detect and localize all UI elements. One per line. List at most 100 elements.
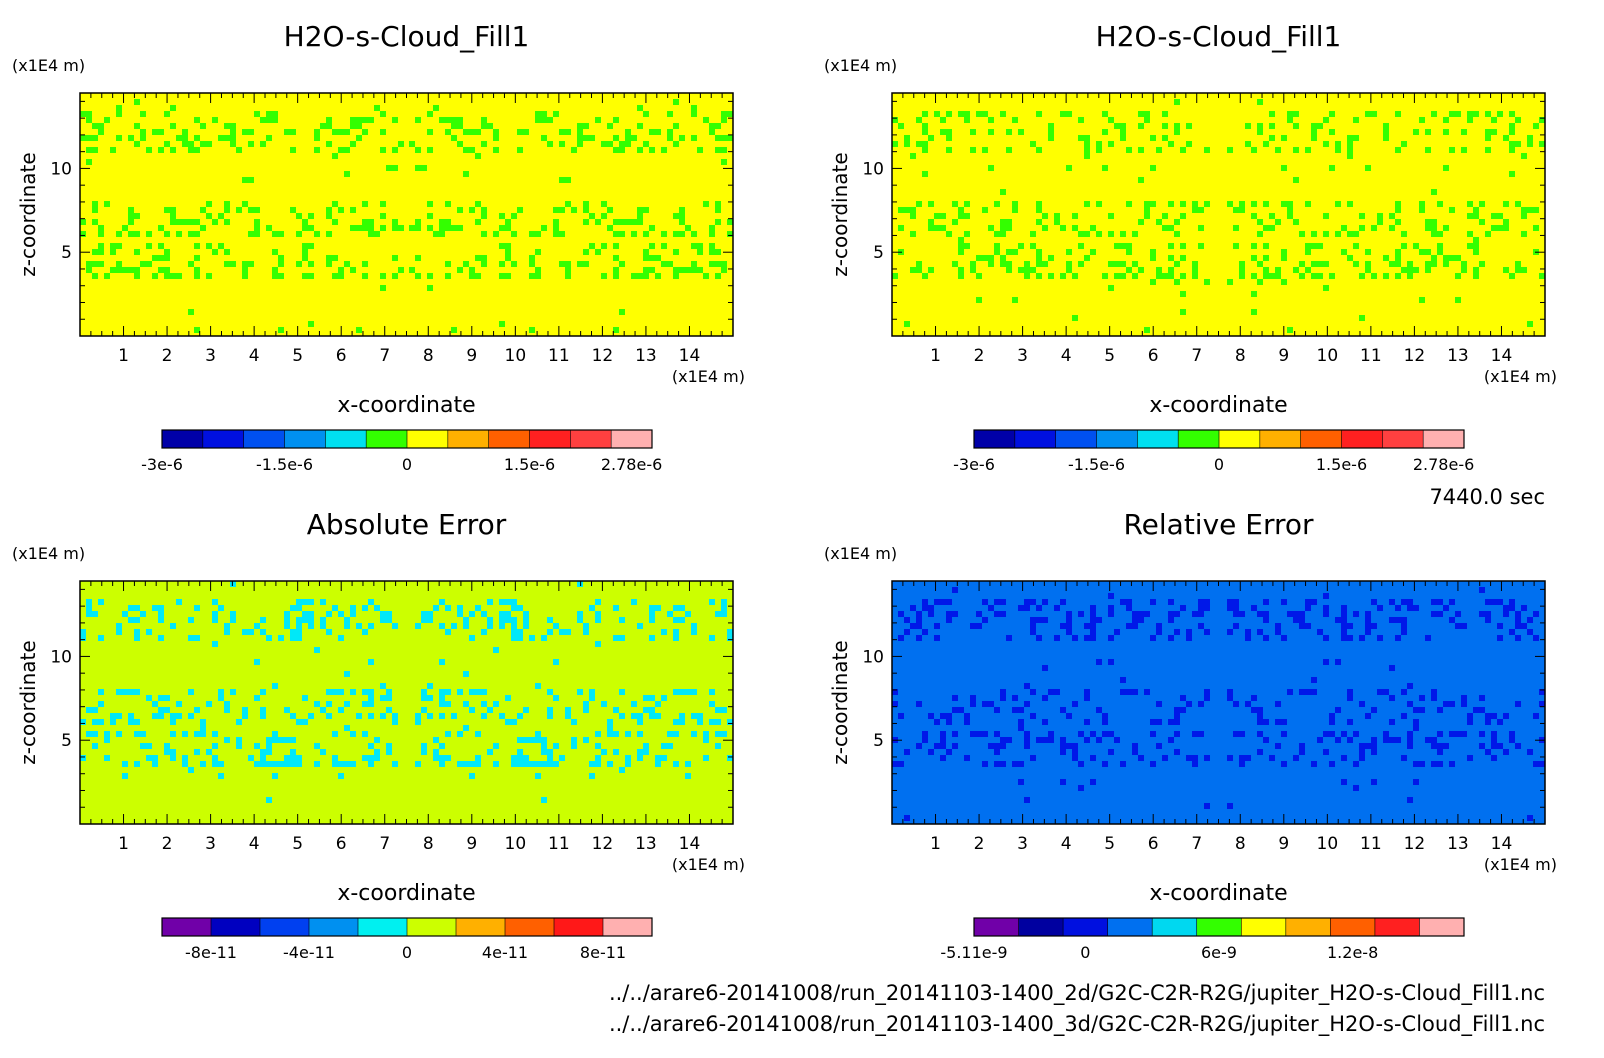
field-feature-cell (176, 599, 182, 605)
field-feature-cell (1006, 261, 1012, 267)
field-feature-cell (356, 713, 362, 719)
colorbar-tick-label: 4e-11 (482, 943, 528, 962)
field-feature-cell (92, 261, 98, 267)
colorbar-tick-label: 1.2e-8 (1327, 943, 1378, 962)
field-feature-cell (284, 707, 290, 713)
field-feature-cell (940, 225, 946, 231)
field-feature-cell (1407, 267, 1413, 273)
field-feature-cell (128, 207, 134, 213)
field-feature-cell (928, 219, 934, 225)
field-feature-cell (1192, 731, 1198, 737)
field-feature-cell (661, 243, 667, 249)
field-feature-cell (278, 737, 284, 743)
field-feature-cell (727, 135, 733, 141)
field-feature-cell (529, 635, 535, 641)
field-feature-cell (368, 755, 374, 761)
field-feature-cell (1090, 623, 1096, 629)
field-feature-cell (1407, 701, 1413, 707)
field-feature-cell (898, 123, 904, 129)
field-feature-cell (1012, 117, 1018, 123)
field-feature-cell (1108, 117, 1114, 123)
field-feature-cell (637, 273, 643, 279)
field-feature-cell (284, 737, 290, 743)
field-feature-cell (1353, 761, 1359, 767)
field-feature-cell (952, 611, 958, 617)
field-feature-cell (1479, 731, 1485, 737)
field-feature-cell (158, 267, 164, 273)
x-tick-label: 1 (930, 346, 941, 366)
field-feature-cell (314, 135, 320, 141)
field-feature-cell (1377, 605, 1383, 611)
field-feature-cell (1036, 147, 1042, 153)
field-feature-cell (1138, 267, 1144, 273)
field-feature-cell (445, 261, 451, 267)
field-feature-cell (1503, 201, 1509, 207)
field-feature-cell (1299, 231, 1305, 237)
field-feature-cell (110, 249, 116, 255)
field-feature-cell (134, 731, 140, 737)
field-feature-cell (1329, 719, 1335, 725)
field-feature-cell (1156, 147, 1162, 153)
field-feature-cell (916, 267, 922, 273)
field-feature-cell (1162, 273, 1168, 279)
field-feature-cell (571, 737, 577, 743)
field-feature-cell (236, 743, 242, 749)
field-feature-cell (601, 701, 607, 707)
field-feature-cell (1251, 707, 1257, 713)
field-feature-cell (940, 129, 946, 135)
field-feature-cell (98, 719, 104, 725)
field-feature-cell (1090, 629, 1096, 635)
field-feature-cell (673, 249, 679, 255)
field-feature-cell (368, 701, 374, 707)
field-feature-cell (1257, 219, 1263, 225)
field-feature-cell (392, 761, 398, 767)
field-feature-cell (1431, 255, 1437, 261)
field-feature-cell (1341, 731, 1347, 737)
field-feature-cell (427, 713, 433, 719)
field-feature-cell (1192, 761, 1198, 767)
field-feature-cell (1389, 695, 1395, 701)
field-feature-cell (904, 321, 910, 327)
field-feature-cell (1000, 111, 1006, 117)
field-feature-cell (236, 147, 242, 153)
field-feature-cell (1102, 111, 1108, 117)
field-feature-cell (1401, 141, 1407, 147)
field-feature-cell (517, 755, 523, 761)
field-feature-cell (1467, 111, 1473, 117)
field-feature-cell (493, 701, 499, 707)
field-feature-cell (1287, 111, 1293, 117)
field-feature-cell (577, 689, 583, 695)
field-feature-cell (98, 689, 104, 695)
field-feature-cell (1263, 225, 1269, 231)
field-features (80, 99, 733, 333)
field-feature-cell (703, 117, 709, 123)
field-feature-cell (994, 249, 1000, 255)
field-feature-cell (212, 599, 218, 605)
field-feature-cell (691, 713, 697, 719)
field-feature-cell (1120, 243, 1126, 249)
field-feature-cell (170, 105, 176, 111)
field-feature-cell (481, 611, 487, 617)
field-feature-cell (1407, 797, 1413, 803)
field-feature-cell (146, 243, 152, 249)
field-feature-cell (1120, 273, 1126, 279)
field-feature-cell (1012, 695, 1018, 701)
field-feature-cell (266, 135, 272, 141)
field-feature-cell (457, 731, 463, 737)
field-feature-cell (260, 141, 266, 147)
field-feature-cell (392, 117, 398, 123)
x-tick-label: 1 (118, 346, 129, 366)
field-feature-cell (356, 623, 362, 629)
field-feature-cell (164, 111, 170, 117)
field-feature-cell (308, 213, 314, 219)
field-feature-cell (1485, 135, 1491, 141)
field-feature-cell (1395, 207, 1401, 213)
field-feature-cell (344, 617, 350, 623)
field-feature-cell (1084, 255, 1090, 261)
field-feature-cell (356, 123, 362, 129)
field-feature-cell (92, 611, 98, 617)
field-feature-cell (433, 231, 439, 237)
field-feature-cell (1186, 123, 1192, 129)
field-feature-cell (1132, 273, 1138, 279)
field-feature-cell (637, 207, 643, 213)
